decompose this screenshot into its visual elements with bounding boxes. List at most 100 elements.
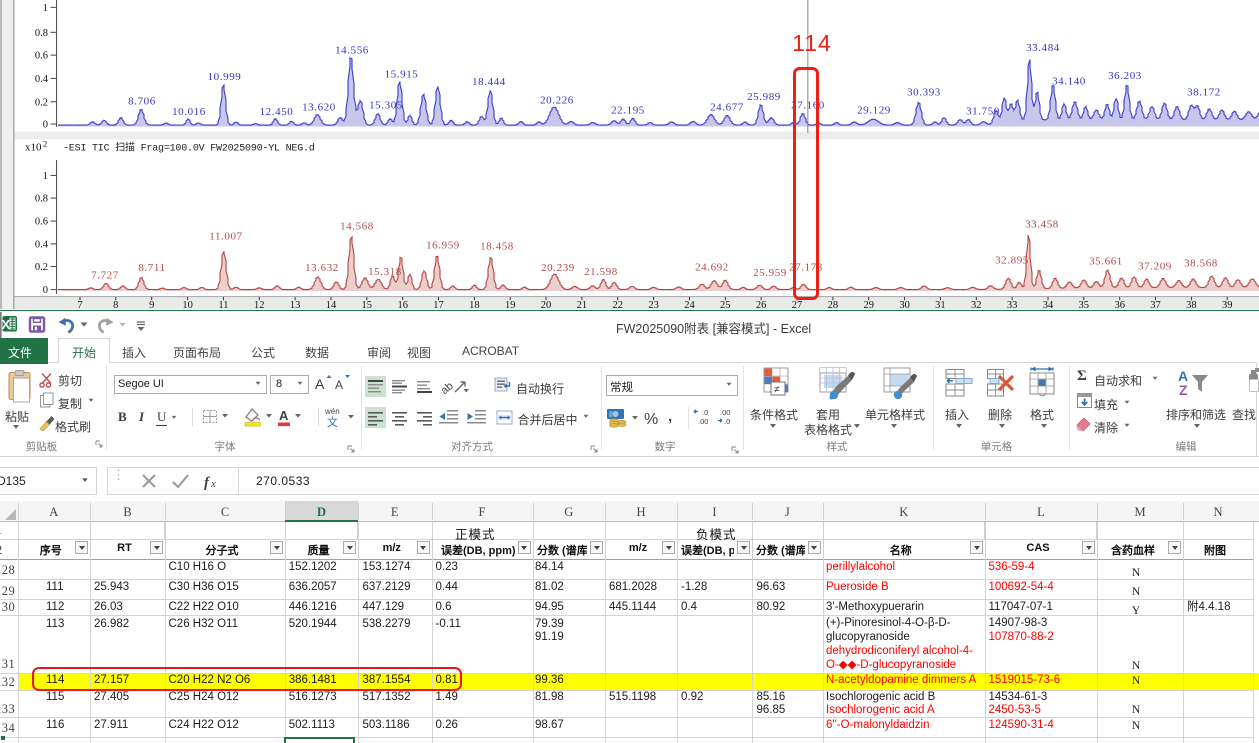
svg-text:0: 0 [43,285,48,296]
svg-text:14.556: 14.556 [335,45,369,57]
svg-text:39: 39 [1222,300,1233,310]
svg-text:Z: Z [1179,382,1188,398]
svg-text:30.393: 30.393 [907,87,941,99]
svg-text:18.458: 18.458 [480,241,514,253]
svg-text:18: 18 [469,300,480,310]
svg-text:26: 26 [756,300,767,310]
svg-text:7.727: 7.727 [91,270,119,282]
svg-text:28: 28 [828,300,839,310]
svg-text:29.129: 29.129 [857,105,891,117]
svg-text:1: 1 [43,171,48,182]
svg-text:13: 13 [290,300,301,310]
svg-text:8: 8 [113,300,118,310]
svg-text:f: f [204,475,211,491]
svg-text:0.6: 0.6 [35,51,48,62]
svg-text:18.444: 18.444 [472,76,506,88]
svg-text:,: , [668,408,672,425]
svg-text:31: 31 [935,300,946,310]
svg-text:32: 32 [971,300,982,310]
svg-text:25: 25 [720,300,731,310]
svg-text:32.895: 32.895 [995,255,1029,267]
svg-text:20: 20 [541,300,552,310]
svg-text:A: A [315,376,325,392]
svg-text:21.598: 21.598 [584,266,618,278]
svg-text:1: 1 [43,3,48,14]
svg-text:33.458: 33.458 [1025,219,1059,231]
svg-text:8.706: 8.706 [128,96,156,108]
svg-text:15: 15 [362,300,373,310]
svg-text:7: 7 [77,300,82,310]
svg-text:x10: x10 [25,142,42,154]
svg-text:34.140: 34.140 [1052,76,1086,88]
svg-text:10.016: 10.016 [172,106,206,118]
svg-text:12.450: 12.450 [260,106,294,118]
svg-text:27.160: 27.160 [791,100,825,112]
svg-text:2: 2 [43,139,47,149]
svg-text:X: X [2,317,11,332]
svg-text:0.6: 0.6 [35,217,48,228]
svg-text:A: A [1178,368,1188,384]
svg-text:35.661: 35.661 [1089,256,1123,268]
svg-text:37.209: 37.209 [1138,261,1172,273]
svg-text:14.568: 14.568 [340,221,374,233]
svg-text:x: x [210,478,216,490]
svg-text:0.2: 0.2 [35,262,48,273]
svg-text:30: 30 [899,300,910,310]
svg-text:0.4: 0.4 [35,239,49,250]
svg-text:.0: .0 [702,408,708,417]
svg-text:14: 14 [326,300,337,310]
svg-text:0.8: 0.8 [35,28,48,39]
svg-text:9: 9 [149,300,154,310]
svg-text:20.226: 20.226 [540,95,574,107]
svg-text:.0: .0 [724,417,730,426]
svg-text:34: 34 [1043,300,1054,310]
svg-text:10.999: 10.999 [208,71,242,83]
svg-text:A: A [335,378,343,392]
svg-text:37: 37 [1150,300,1161,310]
svg-text:31.750: 31.750 [966,106,1000,118]
svg-text:25.989: 25.989 [747,91,781,103]
svg-text:29: 29 [863,300,874,310]
svg-text:12: 12 [254,300,265,310]
svg-text:24.677: 24.677 [710,102,744,114]
svg-text:0.8: 0.8 [35,194,48,205]
svg-text:15.915: 15.915 [385,69,419,81]
svg-text:21: 21 [577,300,588,310]
svg-text:0: 0 [43,120,48,131]
svg-text:36.203: 36.203 [1108,70,1142,82]
svg-text:35: 35 [1079,300,1090,310]
svg-text:15.318: 15.318 [368,266,402,278]
svg-text:24: 24 [684,300,695,310]
svg-text:.00: .00 [720,408,730,417]
svg-text:A: A [279,408,289,423]
svg-text:0.2: 0.2 [35,97,48,108]
svg-text:38.568: 38.568 [1184,258,1218,270]
svg-text:22.195: 22.195 [611,105,645,117]
svg-text:13.620: 13.620 [302,102,336,114]
svg-text:20.239: 20.239 [541,262,575,274]
svg-text:33: 33 [1007,300,1018,310]
svg-text:wén: wén [324,407,340,416]
svg-text:24.692: 24.692 [695,262,729,274]
svg-text:16.959: 16.959 [426,240,460,252]
svg-text:10: 10 [182,300,193,310]
svg-text:15.305: 15.305 [369,100,403,112]
svg-text:16: 16 [397,300,408,310]
svg-text:36: 36 [1114,300,1125,310]
svg-text:11.007: 11.007 [209,231,242,243]
svg-text:17: 17 [433,300,444,310]
svg-text:11: 11 [218,300,228,310]
svg-text:13.632: 13.632 [305,262,339,274]
svg-text:114: 114 [792,30,832,56]
svg-text:0.4: 0.4 [35,74,49,85]
svg-text:38: 38 [1186,300,1197,310]
svg-text:19: 19 [505,300,516,310]
svg-text:27.178: 27.178 [789,262,823,274]
svg-text:25.959: 25.959 [753,267,787,279]
svg-text:≠: ≠ [774,385,780,396]
svg-text:%: % [644,411,658,428]
svg-text:8.711: 8.711 [138,262,165,274]
svg-text:33.484: 33.484 [1026,42,1060,54]
svg-text:.00: .00 [698,417,708,426]
svg-text:27: 27 [792,300,803,310]
